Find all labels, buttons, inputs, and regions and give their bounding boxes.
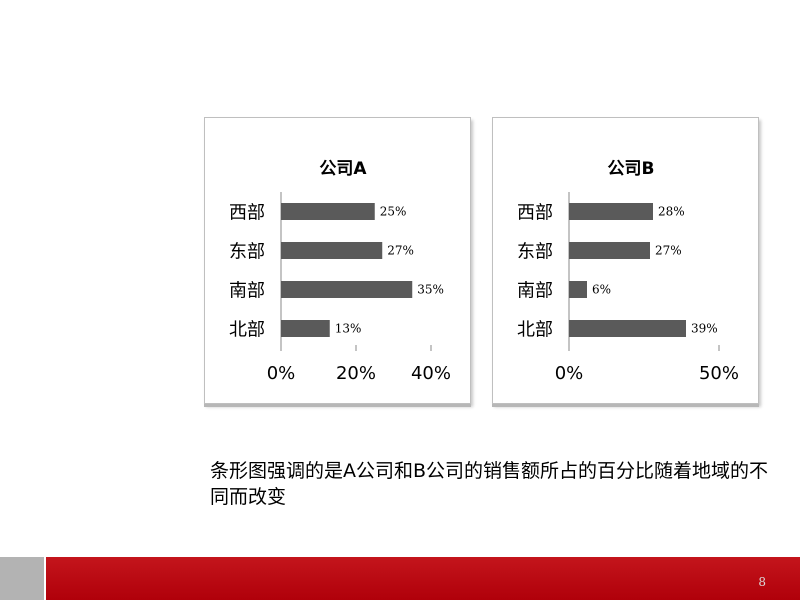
chart-a-x-tick-label: 20% [336, 363, 376, 384]
chart-company-a: 公司A 西部 25% 东部 27% 南部 35% 北部 13% 0% 20% 40% [229, 159, 451, 384]
chart-b-data-label: 28% [658, 205, 685, 219]
footer-red-bar [46, 557, 800, 600]
chart-b-x-tick-label: 50% [699, 363, 739, 384]
chart-a-category-label: 东部 [229, 242, 265, 263]
chart-a-x-tick-label: 0% [267, 363, 296, 384]
chart-a-bar [281, 320, 330, 337]
slide-caption: 条形图强调的是A公司和B公司的销售额所占的百分比随着地域的不同而改变 [210, 460, 769, 508]
chart-b-category-label: 北部 [517, 320, 553, 341]
chart-b-category-label: 东部 [517, 242, 553, 263]
chart-a-bar [281, 281, 413, 298]
chart-b-category-label: 西部 [517, 203, 553, 224]
chart-company-b: 公司B 西部 28% 东部 27% 南部 6% 北部 39% 0% 50% [517, 159, 739, 384]
chart-b-data-label: 39% [691, 322, 718, 336]
chart-a-data-label: 13% [335, 322, 362, 336]
chart-b-data-label: 27% [655, 244, 682, 258]
footer-gray-block [0, 557, 44, 600]
page-number: 8 [758, 575, 766, 589]
chart-a-bar [281, 242, 383, 259]
chart-a-category-label: 西部 [229, 203, 265, 224]
chart-b-bar [569, 242, 650, 259]
chart-a-data-label: 35% [417, 283, 444, 297]
chart-b-bar [569, 320, 686, 337]
chart-panel-company-b: 公司B 西部 28% 东部 27% 南部 6% 北部 39% 0% 50% [492, 117, 759, 404]
chart-a-title: 公司A [319, 159, 367, 179]
chart-b-title: 公司B [608, 159, 655, 179]
chart-a-category-label: 北部 [229, 320, 265, 341]
chart-b-data-label: 6% [592, 283, 611, 297]
chart-a-category-label: 南部 [229, 281, 265, 302]
chart-a-bar [281, 203, 375, 220]
chart-b-bar [569, 281, 587, 298]
chart-a-data-label: 27% [387, 244, 414, 258]
chart-a-x-tick-label: 40% [411, 363, 451, 384]
chart-a-data-label: 25% [380, 205, 407, 219]
chart-b-category-label: 南部 [517, 281, 553, 302]
chart-b-x-tick-label: 0% [555, 363, 584, 384]
chart-b-bar [569, 203, 653, 220]
chart-panel-company-a: 公司A 西部 25% 东部 27% 南部 35% 北部 13% 0% 20% 40% [204, 117, 471, 404]
